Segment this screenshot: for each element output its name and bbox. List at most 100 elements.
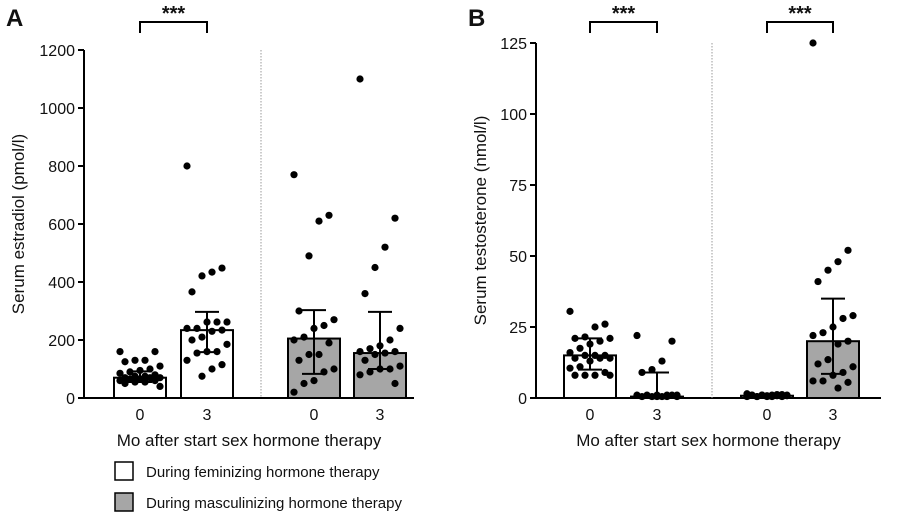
data-point xyxy=(596,354,604,362)
x-tick-label: 0 xyxy=(136,407,145,424)
data-point xyxy=(591,371,599,379)
data-point xyxy=(290,336,298,344)
data-point xyxy=(295,307,303,315)
data-point xyxy=(581,333,589,341)
data-point xyxy=(824,266,832,274)
data-point xyxy=(571,334,579,342)
y-tick-label: 600 xyxy=(48,217,75,234)
data-point xyxy=(633,331,641,340)
data-point xyxy=(218,326,226,334)
data-point xyxy=(819,329,827,337)
data-point xyxy=(391,348,399,356)
panel-letter: A xyxy=(6,5,23,32)
data-point xyxy=(566,348,574,357)
data-point xyxy=(783,391,791,399)
data-point xyxy=(366,368,374,376)
data-point xyxy=(290,388,298,396)
legend-label-masculinizing: During masculinizing hormone therapy xyxy=(146,495,402,512)
data-point xyxy=(849,363,857,371)
data-point xyxy=(116,348,124,356)
data-point xyxy=(581,351,589,359)
data-point xyxy=(658,357,666,365)
y-tick-label: 100 xyxy=(500,107,527,124)
data-point xyxy=(208,327,216,335)
data-point xyxy=(814,277,822,286)
data-point xyxy=(566,364,574,372)
y-axis-label: Serum testosterone (nmol/l) xyxy=(471,116,490,326)
data-point xyxy=(290,171,298,179)
significance-bracket xyxy=(766,21,834,33)
data-point xyxy=(183,356,191,364)
data-point xyxy=(844,378,852,386)
data-point xyxy=(638,368,646,377)
y-tick-label: 125 xyxy=(500,36,527,53)
data-point xyxy=(330,316,338,324)
data-point xyxy=(809,39,817,47)
data-point xyxy=(325,339,333,347)
data-point xyxy=(356,371,364,379)
data-point xyxy=(183,324,191,332)
panel-a: A 0 200 400 600 800 1000 1200 Serum estradiol (p… xyxy=(6,3,414,450)
data-point xyxy=(638,392,646,401)
data-point xyxy=(596,337,604,345)
data-point xyxy=(198,272,206,280)
data-point xyxy=(571,371,579,379)
y-tick-label: 200 xyxy=(48,333,75,350)
y-tick-label: 0 xyxy=(518,391,527,408)
data-point xyxy=(844,337,852,345)
data-point xyxy=(320,321,328,330)
data-point xyxy=(839,314,847,323)
data-point xyxy=(361,356,369,364)
x-tick-label: 3 xyxy=(829,407,838,424)
data-point xyxy=(223,318,231,326)
data-point xyxy=(151,377,159,385)
data-point xyxy=(193,324,201,332)
legend-label-feminizing: During feminizing hormone therapy xyxy=(146,464,380,481)
data-point xyxy=(218,264,226,272)
data-point xyxy=(819,377,827,385)
y-tick-label: 400 xyxy=(48,275,75,292)
data-point xyxy=(814,360,822,368)
y-tick-label: 50 xyxy=(509,249,527,266)
data-point xyxy=(576,363,584,371)
data-point xyxy=(208,268,216,276)
data-point xyxy=(121,379,129,388)
data-point xyxy=(566,307,574,315)
data-point xyxy=(183,162,191,170)
data-point xyxy=(606,354,614,362)
x-tick-label: 0 xyxy=(763,407,772,424)
data-point xyxy=(809,377,817,385)
data-point xyxy=(371,263,379,272)
data-point xyxy=(849,312,857,320)
data-point xyxy=(361,290,369,298)
data-point xyxy=(218,361,226,369)
significance-bracket xyxy=(139,21,208,33)
data-point xyxy=(223,340,231,348)
y-tick-label: 0 xyxy=(66,391,75,408)
data-point xyxy=(571,354,579,362)
data-point xyxy=(198,372,206,380)
x-tick-label: 3 xyxy=(203,407,212,424)
data-point xyxy=(156,362,164,370)
data-point xyxy=(824,356,832,364)
significance-label: *** xyxy=(162,3,186,25)
data-point xyxy=(391,379,399,388)
data-point xyxy=(188,288,196,296)
data-point xyxy=(606,334,614,342)
data-point xyxy=(300,333,308,341)
data-point xyxy=(300,379,308,388)
x-tick-label: 3 xyxy=(376,407,385,424)
x-axis-label: Mo after start sex hormone therapy xyxy=(117,431,382,450)
x-tick-label: 0 xyxy=(310,407,319,424)
data-point xyxy=(381,243,389,251)
panel-letter: B xyxy=(468,5,485,32)
legend: During feminizing hormone therapy During… xyxy=(114,461,402,512)
data-point xyxy=(295,356,303,364)
significance-bracket xyxy=(589,21,658,33)
data-point xyxy=(141,356,149,364)
data-point xyxy=(366,345,374,353)
data-point xyxy=(601,320,609,328)
data-point xyxy=(391,214,399,222)
data-point xyxy=(834,384,842,392)
data-point xyxy=(305,252,313,260)
